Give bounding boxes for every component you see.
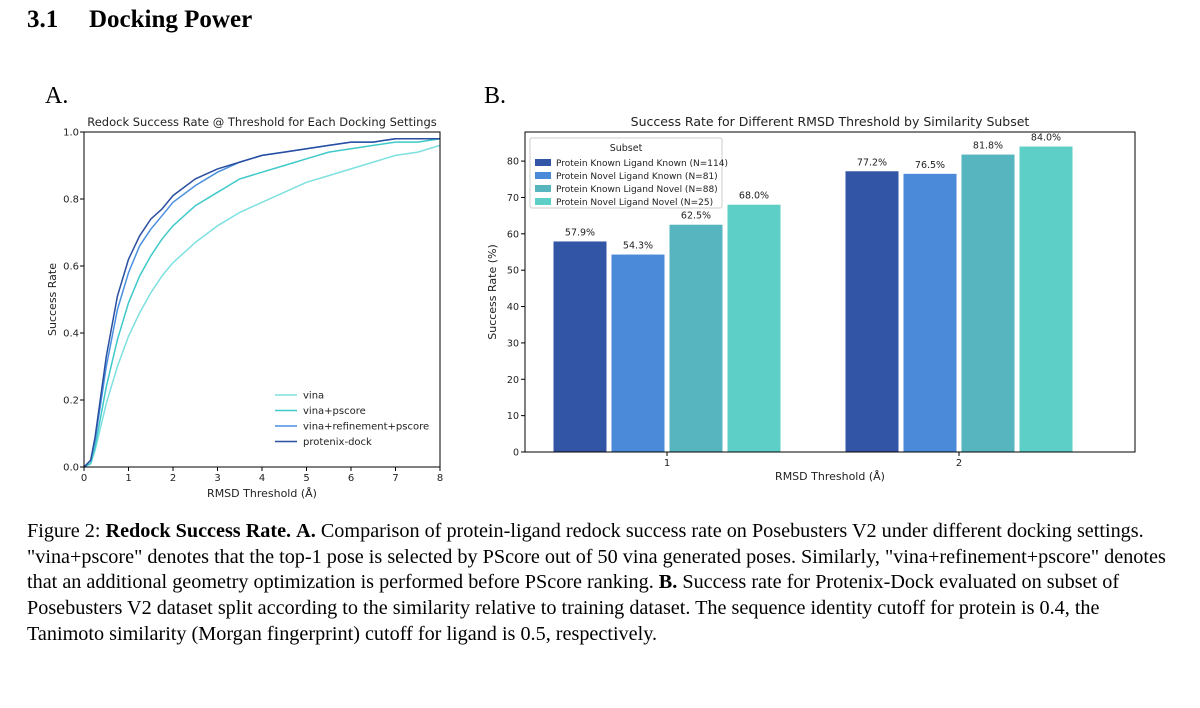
- y-tick-label: 50: [507, 266, 519, 277]
- caption-bold-title: Redock Success Rate.: [105, 520, 292, 542]
- legend-title: Subset: [610, 143, 643, 154]
- x-tick-label: 6: [348, 473, 354, 484]
- bar-0-2: [669, 224, 723, 452]
- legend-box: [529, 137, 723, 209]
- y-tick-label: 1.0: [63, 128, 79, 139]
- series-line-0: [83, 144, 441, 468]
- bar-0-1: [611, 254, 665, 452]
- series-line-1: [83, 137, 441, 468]
- bar-1-1: [903, 173, 957, 452]
- caption-b-label: B.: [658, 571, 678, 594]
- y-tick-label: 0.4: [63, 329, 79, 340]
- y-tick-label: 10: [507, 411, 519, 422]
- bar-1-0: [845, 171, 899, 452]
- caption-b-text: Success rate for Protenix-Dock evaluated…: [27, 571, 1120, 645]
- y-tick-label: 20: [507, 375, 519, 386]
- chart-b-xlabel: RMSD Threshold (Å): [775, 470, 885, 483]
- chart-a-title: Redock Success Rate @ Threshold for Each…: [87, 115, 437, 129]
- legend-label-0: Protein Known Ligand Known (N=114): [556, 159, 728, 169]
- chart-a-frame: [83, 131, 441, 468]
- chart-a-xlabel: RMSD Threshold (Å): [207, 487, 317, 500]
- bar-label-0-2: 62.5%: [681, 211, 711, 222]
- y-tick-label: 0.2: [63, 396, 79, 407]
- bar-label-0-3: 68.0%: [739, 191, 769, 202]
- y-tick-label: 0: [513, 448, 519, 459]
- section-number: 3.1: [27, 6, 59, 33]
- series-line-3: [83, 137, 440, 468]
- legend-swatch-0: [535, 159, 551, 166]
- series-line-2: [83, 137, 440, 468]
- bar-label-0-1: 54.3%: [623, 241, 653, 252]
- legend-label-3: Protein Novel Ligand Novel (N=25): [556, 198, 713, 208]
- bar-label-1-3: 84.0%: [1031, 133, 1061, 144]
- panel-b-label: B.: [484, 83, 507, 109]
- legend-label-2: vina+refinement+pscore: [303, 422, 429, 433]
- panel-a-label: A.: [45, 83, 69, 109]
- y-tick-label: 60: [507, 229, 519, 240]
- legend-label-1: Protein Novel Ligand Known (N=81): [556, 172, 718, 182]
- bar-label-1-2: 81.8%: [973, 141, 1003, 152]
- legend-swatch-2: [535, 185, 551, 192]
- line-chart-redock-success: Redock Success Rate @ Threshold for Each…: [46, 115, 443, 500]
- caption-figure-label: Figure 2:: [27, 520, 101, 542]
- y-tick-label: 40: [507, 302, 519, 313]
- x-tick-label: 0: [81, 473, 87, 484]
- bar-0-0: [553, 241, 607, 452]
- legend-swatch-1: [535, 172, 551, 179]
- caption-a-label: A.: [296, 520, 316, 542]
- y-tick-label: 0.6: [63, 262, 79, 273]
- bar-label-1-1: 76.5%: [915, 160, 945, 171]
- legend-label-2: Protein Known Ligand Novel (N=88): [556, 185, 718, 195]
- bar-label-1-0: 77.2%: [857, 157, 887, 168]
- chart-b-ylabel: Success Rate (%): [486, 244, 499, 340]
- y-tick-label: 30: [507, 338, 519, 349]
- section-title: Docking Power: [89, 6, 253, 33]
- chart-b-frame: [524, 131, 1136, 453]
- x-tick-label: 5: [303, 473, 309, 484]
- x-tick-label: 1: [664, 458, 670, 469]
- x-tick-label: 8: [437, 473, 443, 484]
- caption-a-text: Comparison of protein-ligand redock succ…: [27, 520, 1166, 594]
- chart-a-ylabel: Success Rate: [46, 263, 59, 336]
- bar-chart-subset-success: Success Rate for Different RMSD Threshol…: [486, 114, 1136, 483]
- y-tick-label: 80: [507, 157, 519, 168]
- x-tick-label: 3: [214, 473, 220, 484]
- y-tick-label: 0.0: [63, 463, 79, 474]
- y-tick-label: 0.8: [63, 195, 79, 206]
- section-heading: 3.1 Docking Power: [27, 6, 252, 34]
- bar-label-0-0: 57.9%: [565, 227, 595, 238]
- legend-label-1: vina+pscore: [303, 406, 366, 417]
- bar-1-2: [961, 154, 1015, 452]
- y-tick-label: 70: [507, 193, 519, 204]
- x-tick-label: 7: [392, 473, 398, 484]
- bar-1-3: [1019, 146, 1073, 452]
- legend-label-0: vina: [303, 391, 324, 402]
- x-tick-label: 2: [956, 458, 962, 469]
- x-tick-label: 2: [170, 473, 176, 484]
- bar-0-3: [727, 204, 781, 452]
- legend-label-3: protenix-dock: [303, 437, 372, 448]
- legend-swatch-3: [535, 198, 551, 205]
- figure-caption: Figure 2: Redock Success Rate. A. Compar…: [27, 519, 1177, 648]
- x-tick-label: 4: [259, 473, 265, 484]
- chart-b-title: Success Rate for Different RMSD Threshol…: [631, 114, 1030, 129]
- x-tick-label: 1: [125, 473, 131, 484]
